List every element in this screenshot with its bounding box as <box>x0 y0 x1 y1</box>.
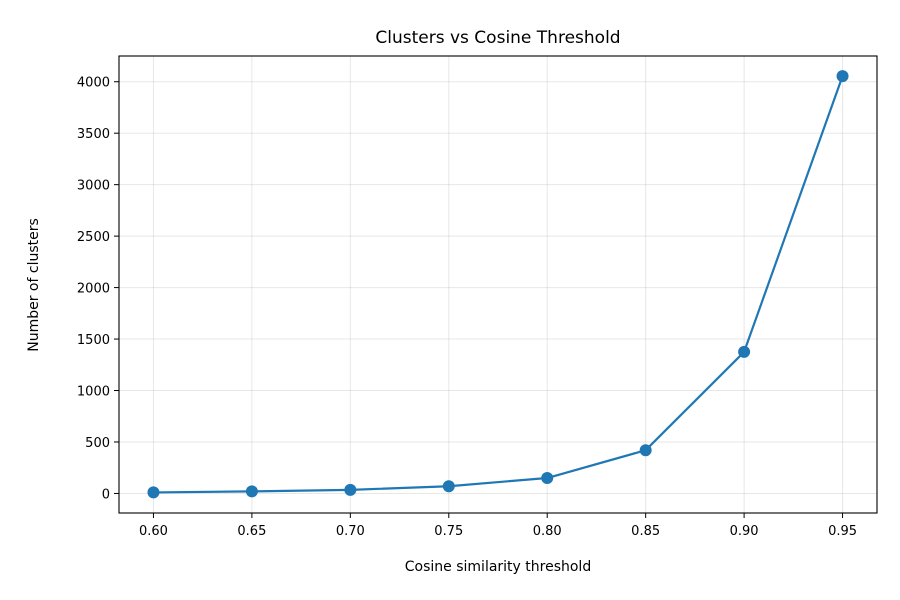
series-layer <box>147 70 849 499</box>
y-tick-label: 500 <box>85 436 110 451</box>
series-line <box>152 74 844 494</box>
plot-frame <box>118 55 878 514</box>
y-tick-label: 0 <box>102 487 110 502</box>
y-tick-label: 1500 <box>77 333 110 348</box>
x-tick-label: 0.80 <box>533 524 562 539</box>
x-tick-label: 0.70 <box>336 524 365 539</box>
y-tick-label: 2500 <box>77 230 110 245</box>
grid <box>119 56 877 513</box>
data-point <box>541 472 554 485</box>
y-axis-label: Number of clusters <box>26 218 42 352</box>
x-axis-label: Cosine similarity threshold <box>405 559 591 575</box>
y-tick-label: 2000 <box>77 282 110 297</box>
x-tick-label: 0.65 <box>237 524 266 539</box>
y-tick-label: 4000 <box>77 76 110 91</box>
y-tick-label: 1000 <box>77 385 110 400</box>
y-tick-label: 3000 <box>77 179 110 194</box>
data-point <box>344 483 357 496</box>
data-point <box>639 444 652 457</box>
chart-title: Clusters vs Cosine Threshold <box>375 28 620 48</box>
x-tick-label: 0.60 <box>139 524 168 539</box>
data-point <box>738 345 751 358</box>
x-tick-label: 0.75 <box>434 524 463 539</box>
x-axis: 0.60 0.65 0.70 0.75 0.80 0.85 0.90 0.95 <box>139 513 857 539</box>
y-tick-label: 3500 <box>77 127 110 142</box>
data-point <box>245 485 258 498</box>
data-point <box>836 70 849 83</box>
x-tick-label: 0.95 <box>828 524 857 539</box>
x-tick-label: 0.85 <box>631 524 660 539</box>
data-point <box>442 480 455 493</box>
x-tick-label: 0.90 <box>730 524 759 539</box>
data-point <box>147 486 160 499</box>
y-axis: 0 500 1000 1500 2000 2500 3000 3500 4000 <box>77 76 119 502</box>
